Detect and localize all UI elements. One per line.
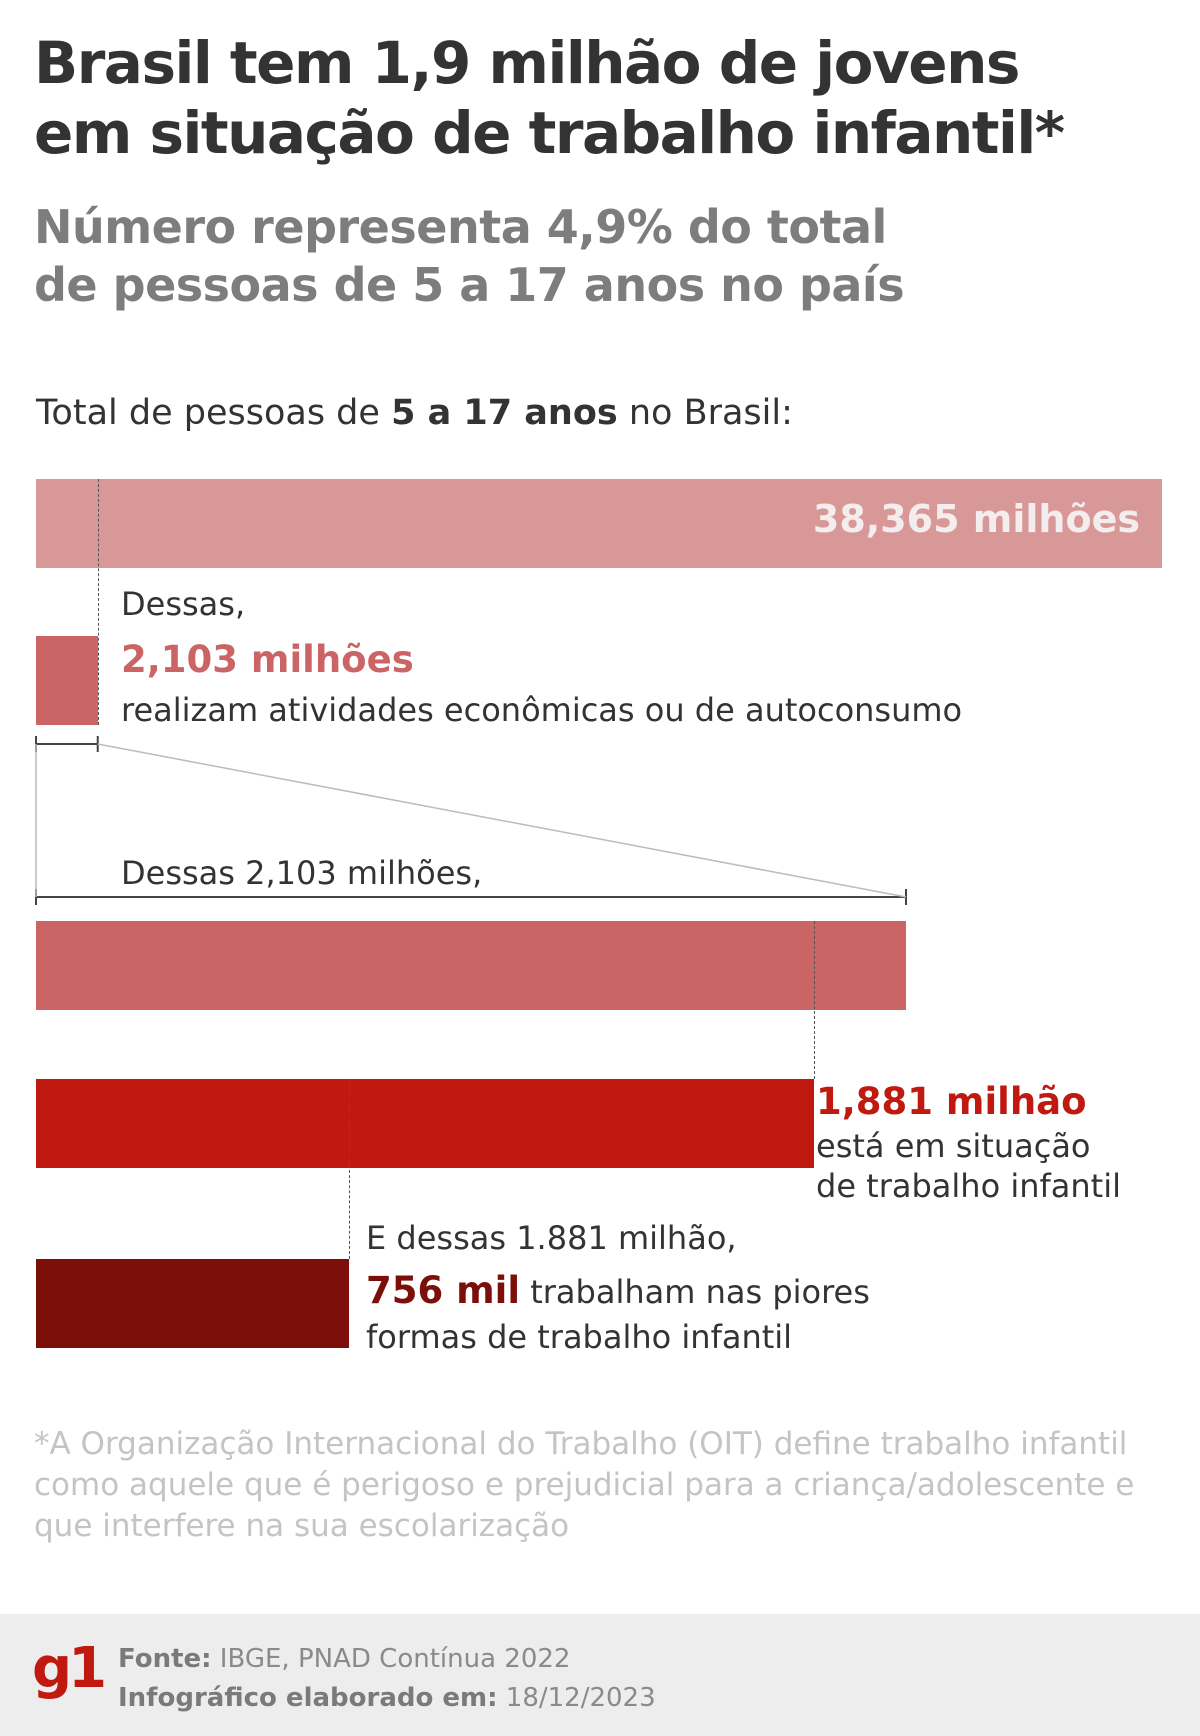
g1-logo: g1: [32, 1636, 107, 1701]
intro-text: Total de pessoas de 5 a 17 anos no Brasi…: [36, 393, 793, 433]
zoom-lead: Dessas 2,103 milhões,: [121, 854, 483, 892]
title-line-1: Brasil tem 1,9 milhão de jovens: [34, 29, 1020, 97]
source-value: IBGE, PNAD Contínua 2022: [211, 1644, 571, 1674]
source: Fonte: IBGE, PNAD Contínua 2022: [118, 1644, 570, 1674]
worst-desc-2: formas de trabalho infantil: [366, 1318, 793, 1356]
subtitle-line-1: Número representa 4,9% do total: [34, 200, 887, 254]
child-labor-desc-1: está em situação: [816, 1127, 1091, 1165]
subtitle-line-2: de pessoas de 5 a 17 anos no país: [34, 258, 905, 312]
intro-suffix: no Brasil:: [617, 393, 793, 433]
worst-line: 756 mil trabalham nas piores: [366, 1269, 870, 1314]
intro-prefix: Total de pessoas de: [36, 393, 392, 433]
econ-desc: realizam atividades econômicas ou de aut…: [121, 691, 963, 729]
date-value: 18/12/2023: [497, 1683, 656, 1713]
title-line-2: em situação de trabalho infantil*: [34, 99, 1065, 167]
worst-desc-1: trabalham nas piores: [520, 1273, 870, 1311]
dashed-guide: [814, 921, 816, 1079]
date: Infográfico elaborado em: 18/12/2023: [118, 1683, 656, 1713]
dashed-guide: [97, 479, 99, 725]
bar-economic-activities: [36, 636, 98, 725]
bar-total: [36, 479, 1162, 568]
bar-worst-forms: [36, 1259, 349, 1348]
bar-child-labor: [36, 1079, 815, 1168]
footnote: *A Organização Internacional do Trabalho…: [34, 1426, 1135, 1544]
date-label: Infográfico elaborado em:: [118, 1683, 498, 1713]
dashed-guide: [348, 1079, 350, 1259]
intro-bold: 5 a 17 anos: [391, 393, 618, 433]
worst-value: 756 mil: [366, 1269, 521, 1312]
connector-right: [97, 743, 907, 898]
subtitle: Número representa 4,9% do total de pesso…: [34, 198, 905, 314]
worst-lead: E dessas 1.881 milhão,: [366, 1219, 737, 1257]
page-title: Brasil tem 1,9 milhão de jovens em situa…: [34, 28, 1065, 168]
footer: [0, 1614, 1200, 1736]
child-labor-value: 1,881 milhão: [816, 1080, 1087, 1123]
econ-lead: Dessas,: [121, 585, 246, 623]
econ-value: 2,103 milhões: [121, 638, 414, 681]
total-value-label: 38,365 milhões: [812, 497, 1140, 541]
bar-economic-activities-expanded: [36, 921, 906, 1010]
child-labor-desc-2: de trabalho infantil: [816, 1167, 1121, 1205]
source-label: Fonte:: [118, 1644, 212, 1674]
